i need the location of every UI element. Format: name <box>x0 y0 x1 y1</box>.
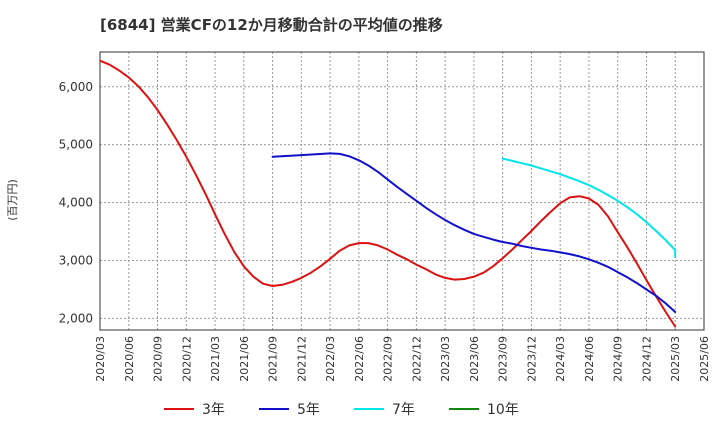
legend-item-3: 7年 <box>354 402 415 418</box>
legend: 3年 5年 7年 10年 <box>164 402 519 418</box>
plot-frame <box>99 51 705 331</box>
y-tick-label: 2,000 <box>59 311 93 325</box>
y-axis-label: (百万円) <box>6 179 19 221</box>
legend-item-4: 10年 <box>449 402 519 418</box>
series-line-1 <box>100 59 677 328</box>
x-tick-label: 2022/03 <box>324 336 337 382</box>
x-tick-label: 2024/06 <box>583 336 596 382</box>
legend-item-2: 5年 <box>259 402 320 418</box>
x-tick-label: 2025/06 <box>698 336 711 382</box>
x-tick-label: 2021/09 <box>267 336 280 382</box>
chart-title: [6844] 営業CFの12か月移動合計の平均値の推移 <box>100 16 443 34</box>
x-tick-label: 2023/03 <box>439 336 452 382</box>
y-tick-label: 5,000 <box>59 138 93 152</box>
x-tick-label: 2020/09 <box>152 336 165 382</box>
plot-area: 2020/03 2020/06 2020/09 2020/12 2021/03 2021/… <box>59 51 711 382</box>
y-tick-label: 6,000 <box>59 80 93 94</box>
x-tick-label: 2020/03 <box>94 336 107 382</box>
x-tick-label: 2021/06 <box>238 336 251 382</box>
legend-label: 7年 <box>392 402 415 418</box>
x-tick-label: 2022/06 <box>353 336 366 382</box>
series-line-3 <box>501 157 677 258</box>
legend-label: 5年 <box>297 402 320 418</box>
x-tick-label: 2022/12 <box>410 336 423 382</box>
x-tick-label: 2020/12 <box>180 336 193 382</box>
legend-item-1: 3年 <box>164 402 225 418</box>
legend-label: 10年 <box>487 402 519 418</box>
y-tick-label: 4,000 <box>59 196 93 210</box>
legend-label: 3年 <box>202 402 225 418</box>
x-tick-label: 2023/09 <box>497 336 510 382</box>
y-tick-label: 3,000 <box>59 254 93 268</box>
x-tick-label: 2021/12 <box>295 336 308 382</box>
x-tick-label: 2023/06 <box>468 336 481 382</box>
x-tick-label: 2024/12 <box>640 336 653 382</box>
x-tick-label: 2025/03 <box>669 336 682 382</box>
x-tick-label: 2023/12 <box>525 336 538 382</box>
x-tick-label: 2021/03 <box>209 336 222 382</box>
x-tick-label: 2022/09 <box>382 336 395 382</box>
x-tick-label: 2024/03 <box>554 336 567 382</box>
x-tick-label: 2024/09 <box>612 336 625 382</box>
series-line-2 <box>271 152 677 313</box>
x-tick-label: 2020/06 <box>123 336 136 382</box>
